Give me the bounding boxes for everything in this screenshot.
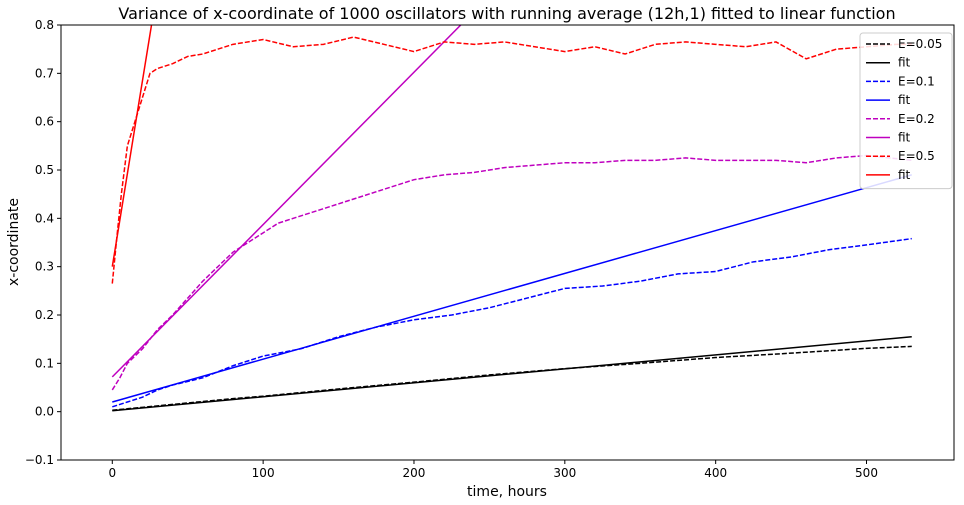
x-tick-label: 300 [553,466,576,480]
plot-layer: 0 100 200 300 400 500 −0.1 0.0 0.1 0.2 0.3 0.4 0.5 0.… [25,18,955,480]
y-tick-label: 0.8 [35,18,54,32]
y-tick-label: 0.7 [35,66,54,80]
y-tick-label: 0.6 [35,115,54,129]
series-line-2 [112,237,912,408]
y-tick-label: 0.4 [35,211,54,225]
x-tick-label: 100 [252,466,275,480]
x-tick-label: 400 [704,466,727,480]
series-line-4 [111,154,912,391]
series-line-3 [112,174,912,403]
legend-box [859,32,953,190]
x-tick-label: 500 [855,466,878,480]
y-axis-label: x-coordinate [6,198,22,286]
series-line-7 [111,25,153,267]
legend-label: fit [898,131,911,145]
legend-label: fit [898,168,911,182]
legend-label: E=0.2 [898,112,935,126]
y-tick-label: 0.0 [35,405,54,419]
legend: E=0.05 fit E=0.1 fit E=0.2 fit E=0.5 fit [859,32,953,190]
legend-label: fit [898,56,911,70]
y-tick-label: 0.1 [35,356,54,370]
x-tick-label: 200 [403,466,426,480]
plot-frame [60,24,955,461]
series-line-0 [112,345,912,411]
legend-label: E=0.05 [898,37,942,51]
series-line-5 [111,25,462,378]
legend-label: fit [898,93,911,107]
legend-label: E=0.1 [898,74,935,88]
y-tick-label: −0.1 [25,453,54,467]
x-tick-label: 0 [108,466,116,480]
y-tick-label: 0.5 [35,163,54,177]
series-group [111,25,912,412]
series-line-6 [111,36,912,284]
y-tick-label: 0.3 [35,260,54,274]
legend-label: E=0.5 [898,149,935,163]
x-axis-label: time, hours [467,484,547,500]
chart-title: Variance of x-coordinate of 1000 oscilla… [118,4,895,23]
y-tick-label: 0.2 [35,308,54,322]
series-line-1 [112,336,912,412]
